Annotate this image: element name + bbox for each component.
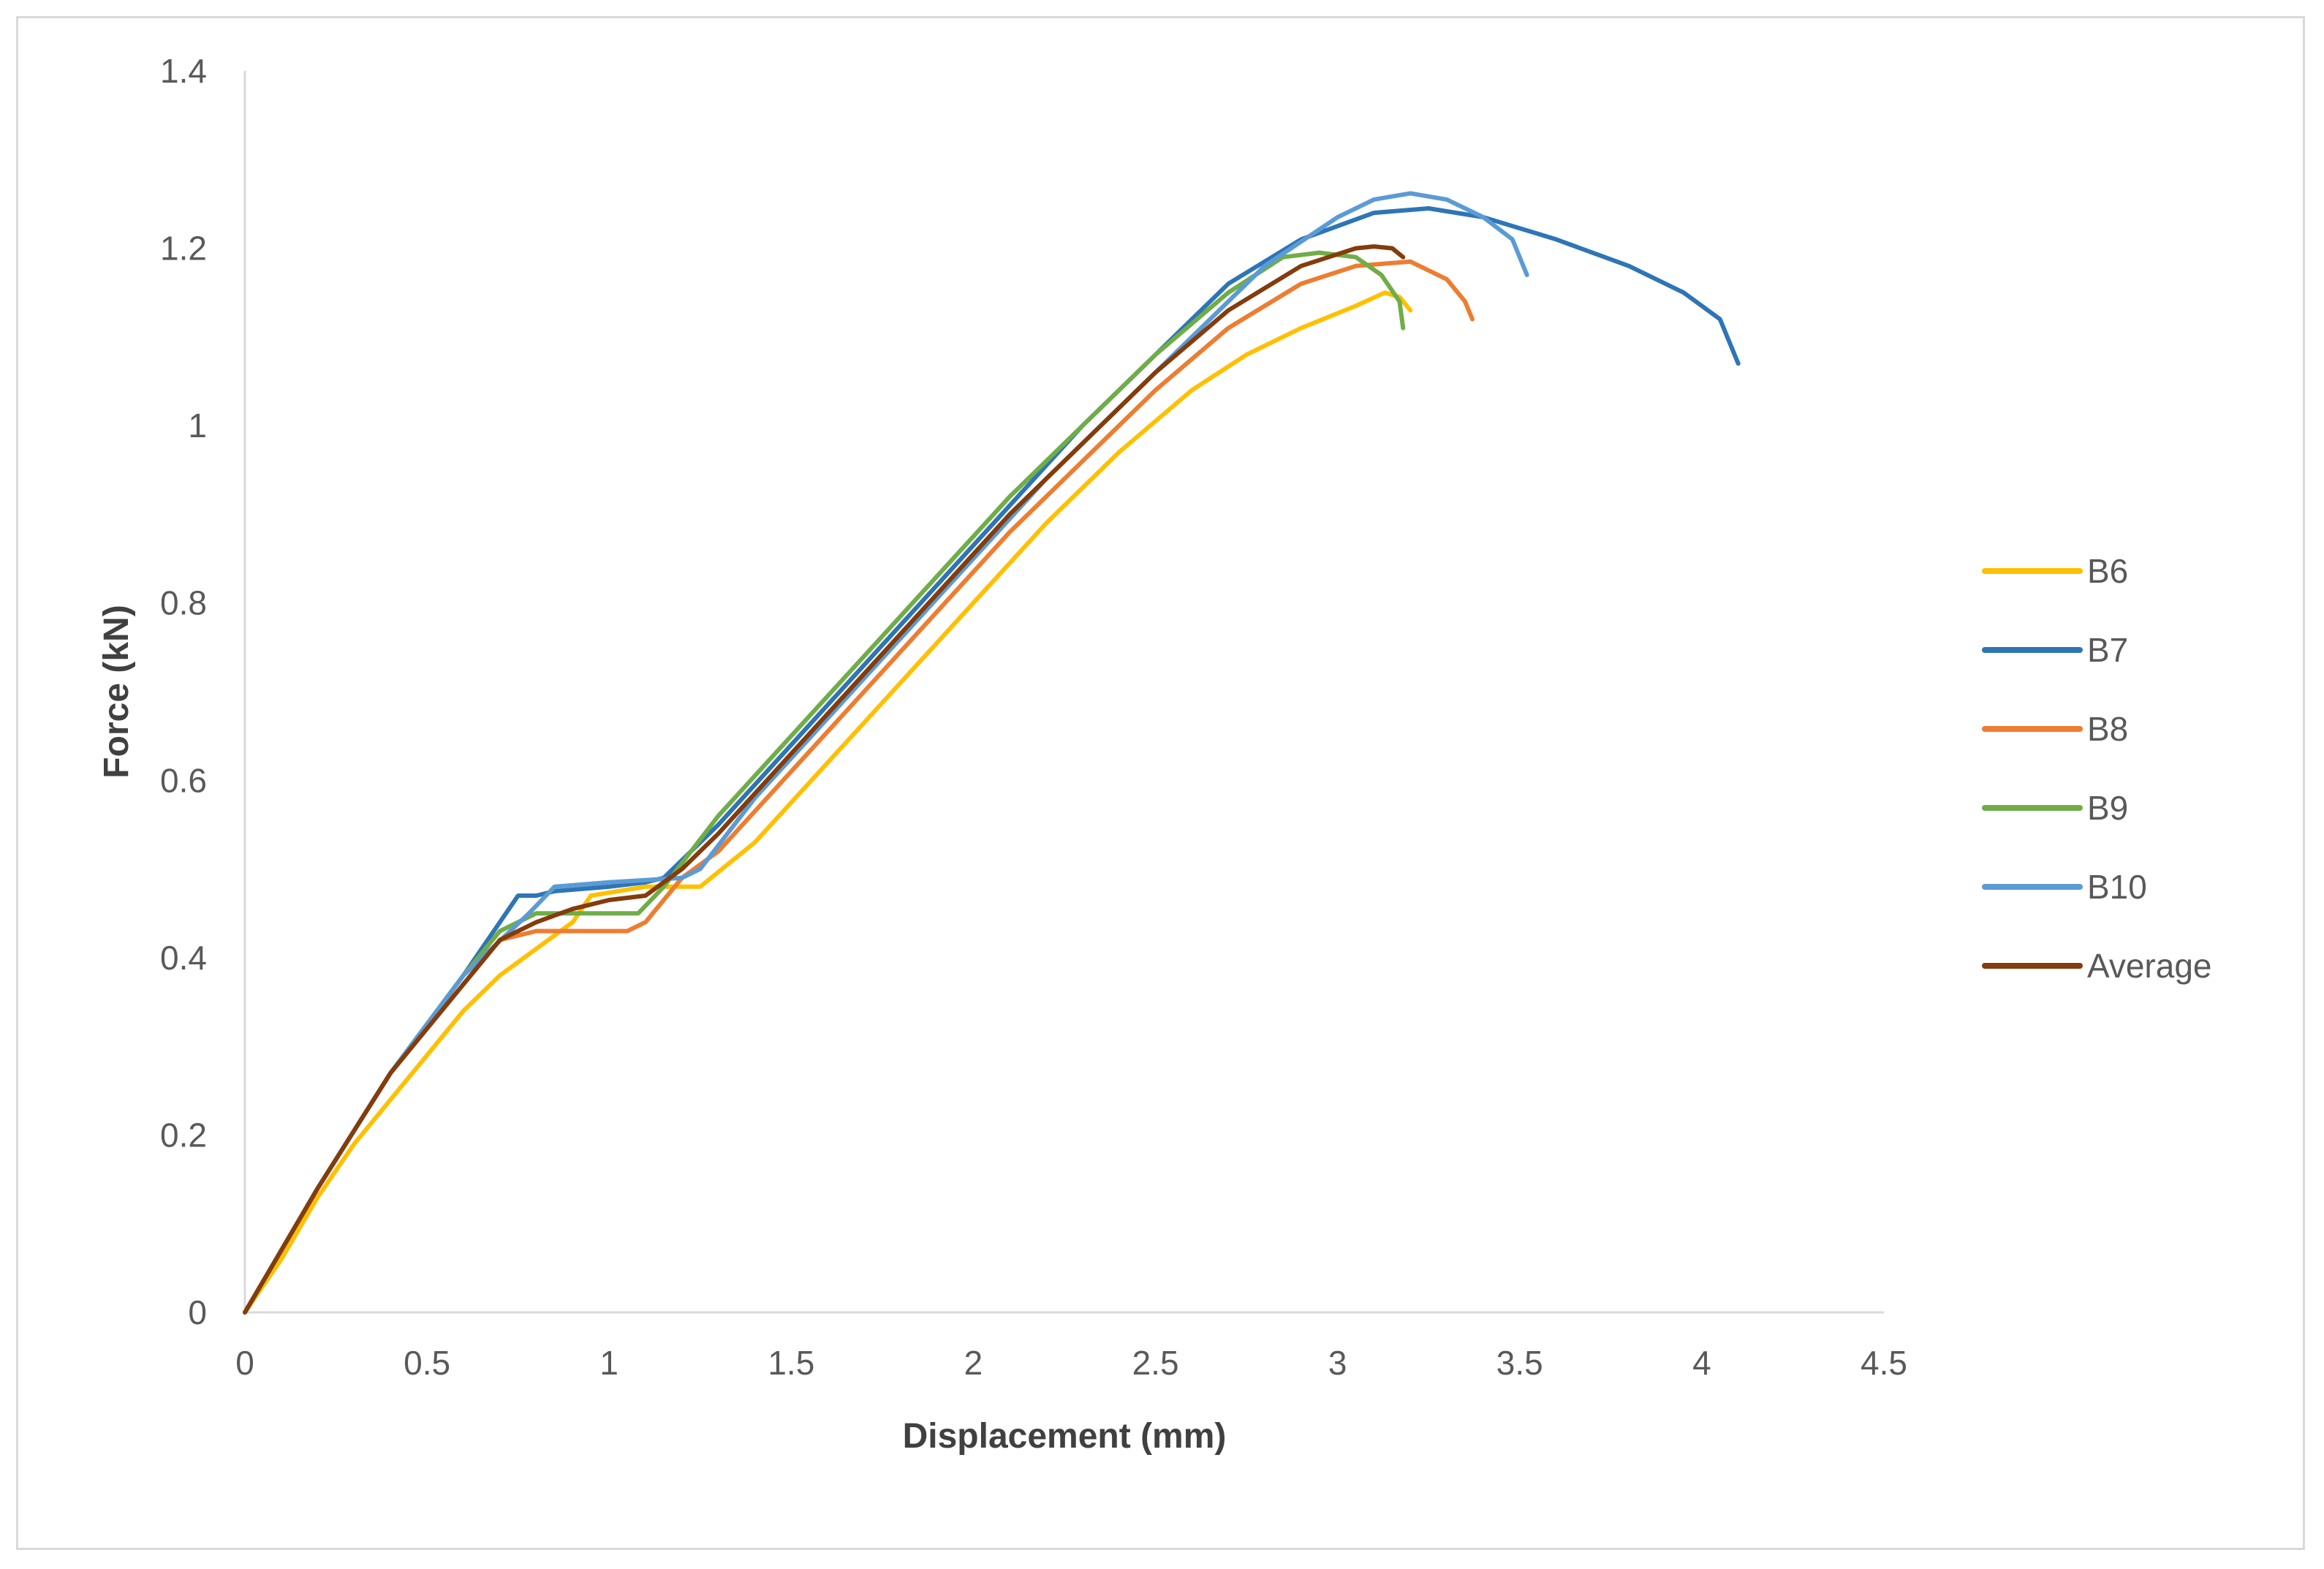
y-tick-label: 0.8 [160, 584, 207, 622]
legend-item: B10 [1982, 868, 2147, 906]
legend-item: B7 [1982, 631, 2128, 669]
legend-label: B8 [2087, 710, 2128, 748]
x-axis-title: Displacement (mm) [903, 1417, 1227, 1456]
x-tick-label: 1 [599, 1344, 618, 1382]
chart-frame: 0 0.5 1 1.5 2 2.5 3 3.5 4 4.5 0 0.2 0.4 0.6 0.8 1 1.2 1.… [16, 16, 2305, 1550]
series-line-average [243, 244, 1406, 1315]
x-tick-label: 1.5 [768, 1344, 814, 1382]
y-tick-label: 1 [188, 407, 207, 445]
y-tick-label: 1.2 [160, 230, 207, 268]
legend-label: B6 [2087, 552, 2128, 590]
x-tick-label: 2.5 [1132, 1344, 1179, 1382]
x-tick-label: 4 [1692, 1344, 1711, 1382]
y-tick-labels: 0 0.2 0.4 0.6 0.8 1 1.2 1.4 [160, 52, 207, 1331]
x-tick-label: 3.5 [1496, 1344, 1543, 1382]
y-axis-title: Force (kN) [97, 605, 136, 778]
series-line-b10 [243, 191, 1529, 1315]
legend-item: B6 [1982, 552, 2128, 590]
x-tick-label: 0 [235, 1344, 254, 1382]
legend-label: Average [2087, 947, 2212, 985]
legend-item: B8 [1982, 710, 2128, 748]
series-line-b8 [243, 259, 1475, 1315]
y-tick-label: 0 [188, 1293, 207, 1331]
y-tick-label: 0.4 [160, 939, 207, 977]
y-tick-label: 0.2 [160, 1116, 207, 1154]
series-line-b7 [243, 206, 1741, 1315]
x-tick-label: 3 [1328, 1344, 1347, 1382]
x-tick-label: 4.5 [1861, 1344, 1907, 1382]
y-tick-label: 1.4 [160, 52, 207, 90]
x-tick-labels: 0 0.5 1 1.5 2 2.5 3 3.5 4 4.5 [235, 1344, 1907, 1382]
series-line-b9 [243, 250, 1406, 1315]
y-tick-label: 0.6 [160, 761, 207, 799]
legend-label: B9 [2087, 789, 2128, 827]
legend-item: B9 [1982, 789, 2128, 827]
legend-label: B7 [2087, 631, 2128, 669]
legend-label: B10 [2087, 868, 2147, 906]
x-tick-label: 2 [964, 1344, 983, 1382]
legend-item: Average [1982, 947, 2212, 985]
series-lines [243, 191, 1741, 1315]
line-chart: 0 0.5 1 1.5 2 2.5 3 3.5 4 4.5 0 0.2 0.4 0.6 0.8 1 1.2 1.… [97, 52, 2212, 1456]
x-tick-label: 0.5 [404, 1344, 450, 1382]
series-line-b6 [243, 290, 1413, 1315]
legend: B6 B7 B8 B9 B10 Average [1982, 552, 2212, 985]
